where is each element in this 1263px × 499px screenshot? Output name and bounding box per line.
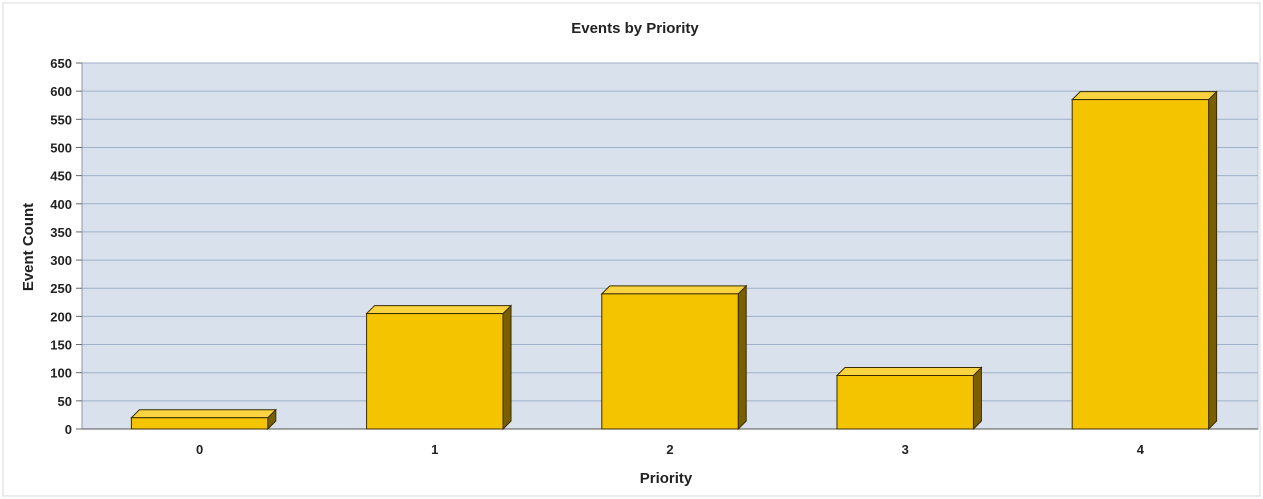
bar-top <box>600 285 748 295</box>
bar-front <box>366 313 504 430</box>
x-tick-label: 0 <box>196 442 203 457</box>
x-axis-ticks: 0 1 2 3 4 <box>196 442 1145 457</box>
y-tick-label: 300 <box>50 253 72 268</box>
y-tick-label: 50 <box>58 394 72 409</box>
x-tick-label: 2 <box>666 442 673 457</box>
y-tick-label: 150 <box>50 338 72 353</box>
y-tick-label: 550 <box>50 112 72 127</box>
bar-side <box>1208 90 1218 431</box>
y-tick-label: 0 <box>65 422 72 437</box>
y-tick-label: 500 <box>50 140 72 155</box>
bar-side <box>502 304 512 431</box>
y-tick-label: 350 <box>50 225 72 240</box>
x-tick-label: 4 <box>1137 442 1145 457</box>
bar-front <box>1071 99 1210 430</box>
y-tick-label: 600 <box>50 84 72 99</box>
y-tick-label: 400 <box>50 197 72 212</box>
bar-side <box>972 366 982 431</box>
y-tick-label: 250 <box>50 281 72 296</box>
bar-top <box>1070 91 1218 101</box>
x-tick-label: 1 <box>431 442 438 457</box>
bar <box>835 366 983 431</box>
bars <box>130 90 1218 431</box>
y-axis-ticks: 0 50 100 150 200 250 300 350 400 450 500 550 600 650 <box>50 56 82 437</box>
bar-top <box>365 305 513 315</box>
y-tick-label: 100 <box>50 366 72 381</box>
bar <box>130 408 278 431</box>
y-tick-label: 200 <box>50 309 72 324</box>
bar-front <box>836 375 974 430</box>
x-axis-label: Priority <box>640 470 693 487</box>
y-axis-label: Event Count <box>20 203 37 291</box>
bar-top <box>835 367 983 377</box>
bar <box>1070 90 1218 431</box>
y-tick-label: 650 <box>50 56 72 71</box>
bar-side <box>737 284 747 431</box>
chart-title: Events by Priority <box>571 20 699 37</box>
bar-top <box>130 409 278 419</box>
bar <box>600 284 748 431</box>
y-tick-label: 450 <box>50 169 72 184</box>
bar-front <box>130 417 269 430</box>
bar <box>365 304 513 431</box>
x-tick-label: 3 <box>902 442 909 457</box>
bar-front <box>601 293 739 430</box>
